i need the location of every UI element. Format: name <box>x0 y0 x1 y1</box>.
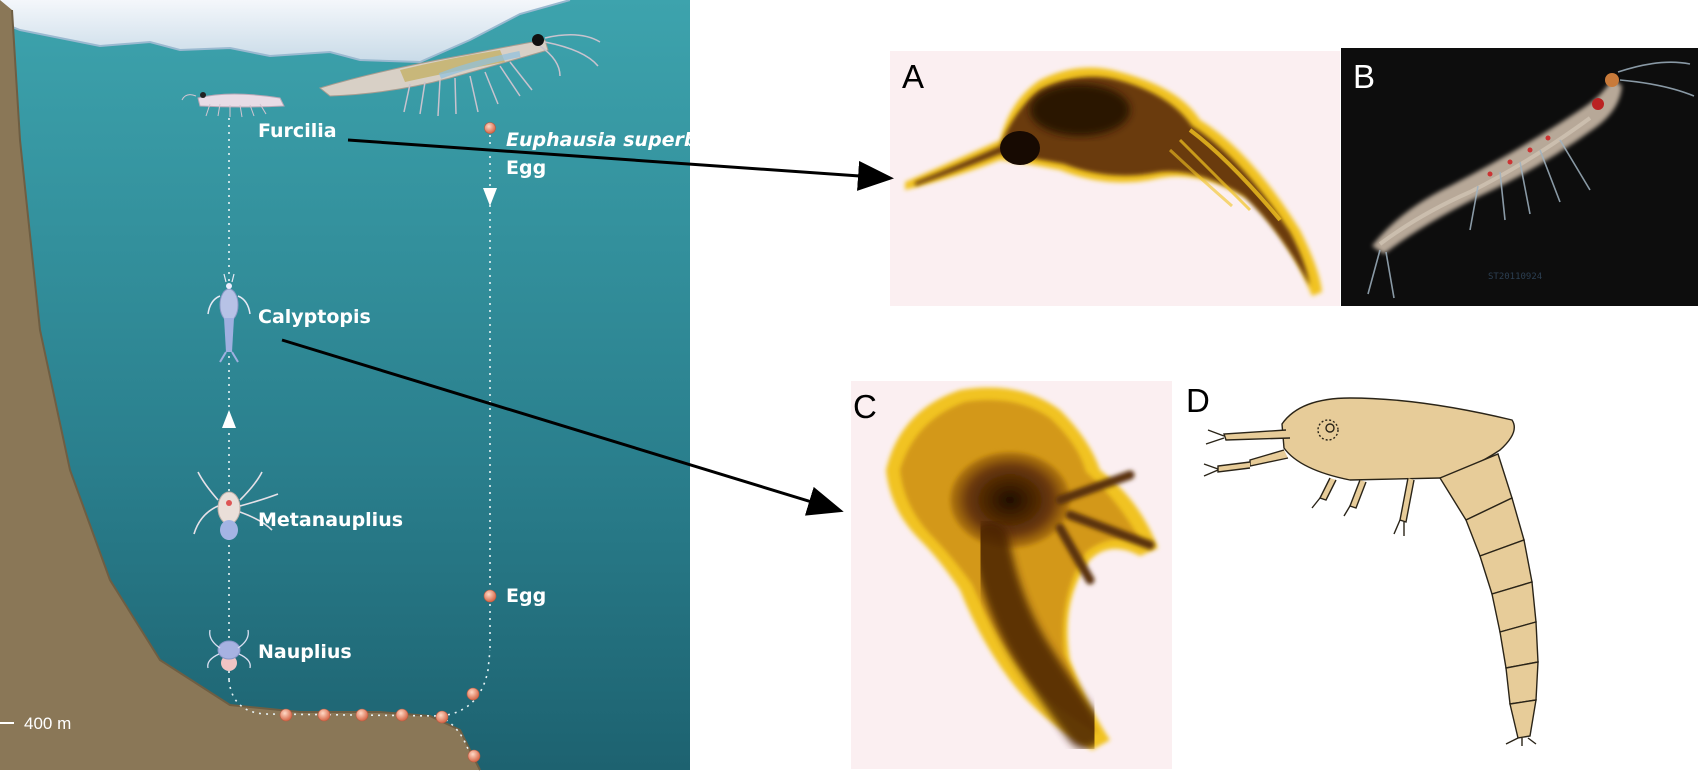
label-egg-deep: Egg <box>506 585 546 607</box>
krill-photo-icon <box>1367 61 1695 299</box>
arrow-icon-furcilia-to-a <box>347 138 894 191</box>
down-arrow-icon <box>483 188 497 206</box>
label-nauplius: Nauplius <box>258 641 352 663</box>
up-arrow-icon <box>222 410 236 428</box>
label-calyptopis: Calyptopis <box>258 306 371 328</box>
label-species: Euphausia superba <box>506 129 710 151</box>
label-furcilia: Furcilia <box>258 120 337 142</box>
nauplius-larva-icon <box>207 629 251 671</box>
panel-a-letter: A <box>902 58 924 95</box>
calyptopis-drawing-icon <box>1203 397 1539 746</box>
sea-ice <box>0 0 570 62</box>
furcilia-micrograph-icon <box>905 67 1322 296</box>
egg-icon <box>279 122 497 763</box>
label-egg-top: Egg <box>506 157 546 179</box>
panel-d: D <box>1186 382 1539 746</box>
label-metanauplius: Metanauplius <box>258 509 403 531</box>
arrow-icon-calyptopis-to-c <box>281 338 844 516</box>
metanauplius-larva-icon <box>193 471 279 540</box>
depth-label: 400 m <box>24 714 71 733</box>
seafloor <box>0 0 480 770</box>
panel-b-letter: B <box>1353 58 1375 95</box>
panel-d-letter: D <box>1186 382 1210 419</box>
panel-c-letter: C <box>853 388 877 425</box>
sea-ice-edge <box>0 0 571 64</box>
life-cycle-diagram: 400 m <box>0 0 710 771</box>
krill-adult-icon <box>318 34 601 117</box>
photo-watermark: ST20110924 <box>1488 272 1542 282</box>
seafloor-edge <box>11 9 481 771</box>
calyptopis-larva-icon <box>207 273 251 363</box>
krill-juvenile-icon <box>181 92 285 118</box>
panel-a: A <box>890 51 1340 306</box>
calyptopis-micrograph-icon <box>886 387 1158 750</box>
panel-c: C <box>851 381 1172 769</box>
panel-b: ST20110924 B <box>1341 48 1698 306</box>
depth-marker: 400 m <box>0 714 71 733</box>
panel-b-background <box>1341 48 1698 306</box>
